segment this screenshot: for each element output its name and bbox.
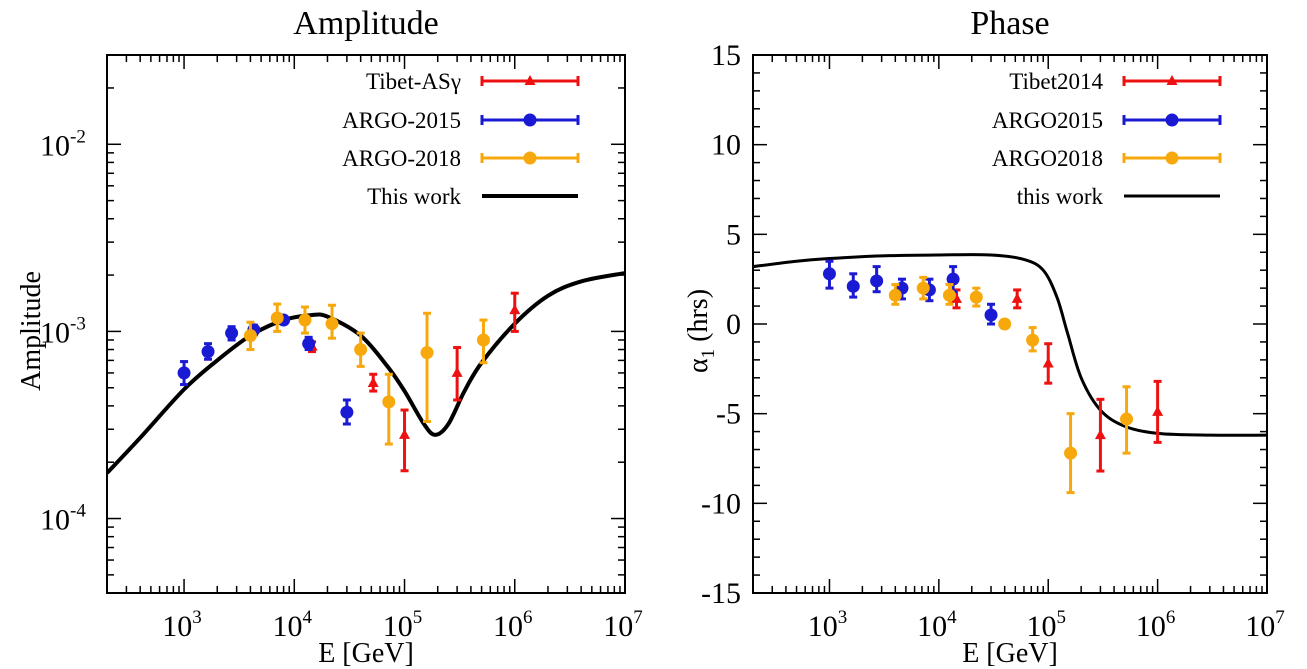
phase-point-tibet <box>1011 292 1023 303</box>
amplitude-x-tick-label: 107 <box>603 607 643 643</box>
phase-point-argo2018 <box>1120 412 1134 426</box>
amplitude-panel: Amplitude E [GeV] Amplitude 103 104 105 106… <box>16 5 643 669</box>
amplitude-point-argo2018 <box>420 346 434 360</box>
phase-point-argo2015 <box>822 267 836 281</box>
phase-point-argo2015 <box>984 308 998 322</box>
amplitude-point-tibet <box>399 428 411 439</box>
amplitude-y-tick-label: 10-3 <box>40 313 86 349</box>
phase-point-argo2015 <box>946 272 960 286</box>
phase-point-argo2018 <box>916 281 930 295</box>
amplitude-point-argo2015 <box>177 366 191 380</box>
amplitude-point-argo2015 <box>340 405 354 419</box>
amplitude-point-argo2018 <box>325 317 339 331</box>
amplitude-y-tick-label: 10-4 <box>40 501 86 537</box>
amplitude-legend-marker <box>523 113 537 127</box>
amplitude-legend-label: Tibet-ASγ <box>366 69 461 94</box>
phase-point-tibet <box>1094 429 1106 440</box>
phase-y-tick-label: 10 <box>711 129 741 162</box>
amplitude-legend-label: This work <box>367 184 461 209</box>
amplitude-point-argo2018 <box>243 329 257 343</box>
phase-legend-marker <box>1165 113 1179 127</box>
phase-model-curve <box>753 253 1267 437</box>
amplitude-point-argo2018 <box>354 343 368 357</box>
amplitude-point-tibet <box>451 366 463 377</box>
amplitude-model-curve <box>107 271 625 475</box>
phase-point-argo2018 <box>969 290 983 304</box>
phase-legend-label: Tibet2014 <box>1009 69 1103 94</box>
phase-y-tick-label: 15 <box>711 39 741 72</box>
phase-point-argo2015 <box>870 274 884 288</box>
phase-y-tick-label: -5 <box>716 398 741 431</box>
amplitude-point-tibet <box>509 304 521 315</box>
phase-y-tick-label: -10 <box>701 487 741 520</box>
phase-legend-label: ARGO2018 <box>992 146 1103 171</box>
phase-point-argo2018 <box>888 288 902 302</box>
phase-legend-marker <box>1166 75 1178 85</box>
amplitude-point-argo2015 <box>201 345 215 359</box>
amplitude-plot-frame <box>106 54 626 594</box>
phase-panel: Phase E [GeV] α1 (hrs) 103 104 105 106 10715… <box>683 5 1285 669</box>
amplitude-legend-marker <box>523 151 537 165</box>
phase-data <box>753 253 1267 495</box>
phase-title: Phase <box>970 5 1049 42</box>
phase-x-tick-label: 107 <box>1245 607 1285 643</box>
amplitude-point-argo2015 <box>225 326 239 340</box>
phase-x-tick-label: 103 <box>808 607 848 643</box>
phase-y-tick-label: 0 <box>726 308 741 341</box>
phase-y-tick-label: -15 <box>701 577 741 610</box>
amplitude-title: Amplitude <box>293 5 438 42</box>
phase-legend-marker <box>1165 151 1179 165</box>
amplitude-y-tick-label: 10-2 <box>40 126 86 162</box>
amplitude-point-tibet <box>367 377 379 388</box>
phase-point-tibet <box>1152 405 1164 416</box>
amplitude-x-tick-label: 105 <box>383 607 423 643</box>
amplitude-data <box>107 271 625 475</box>
phase-point-argo2018 <box>998 317 1012 331</box>
amplitude-point-argo2018 <box>298 313 312 327</box>
phase-plot-frame <box>752 54 1268 594</box>
phase-x-tick-label: 105 <box>1026 607 1066 643</box>
phase-x-tick-label: 106 <box>1136 607 1176 643</box>
amplitude-legend-marker <box>524 75 536 85</box>
phase-x-axis-label: E [GeV] <box>962 638 1058 669</box>
amplitude-point-argo2018 <box>382 395 396 409</box>
phase-point-tibet <box>950 292 962 303</box>
phase-point-tibet <box>1042 357 1054 368</box>
phase-point-argo2018 <box>1026 333 1040 347</box>
amplitude-legend: Tibet-ASγ ARGO-2015 ARGO-2018 This work <box>342 69 580 209</box>
amplitude-legend-label: ARGO-2018 <box>342 146 461 171</box>
phase-point-argo2015 <box>846 279 860 293</box>
phase-y-tick-label: 5 <box>726 218 741 251</box>
phase-legend-label: ARGO2015 <box>992 108 1103 133</box>
phase-x-tick-label: 104 <box>917 607 957 643</box>
amplitude-y-axis-label: Amplitude <box>16 271 47 391</box>
amplitude-x-tick-label: 104 <box>273 607 313 643</box>
amplitude-point-argo2018 <box>476 333 490 347</box>
phase-legend: Tibet2014 ARGO2015 ARGO2018 this work <box>992 69 1222 209</box>
amplitude-ticks: 103 104 105 106 107 10-4 10-3 10-2 <box>40 54 643 643</box>
phase-point-argo2018 <box>942 288 956 302</box>
amplitude-point-argo2018 <box>270 311 284 325</box>
amplitude-x-tick-label: 106 <box>493 607 533 643</box>
amplitude-x-axis-label: E [GeV] <box>318 638 414 669</box>
amplitude-legend-label: ARGO-2015 <box>342 108 461 133</box>
phase-point-argo2018 <box>1064 446 1078 460</box>
amplitude-x-tick-label: 103 <box>162 607 202 643</box>
amplitude-point-argo2015 <box>302 337 316 351</box>
phase-y-axis-label: α1 (hrs) <box>683 289 719 373</box>
phase-legend-label: this work <box>1017 184 1104 209</box>
